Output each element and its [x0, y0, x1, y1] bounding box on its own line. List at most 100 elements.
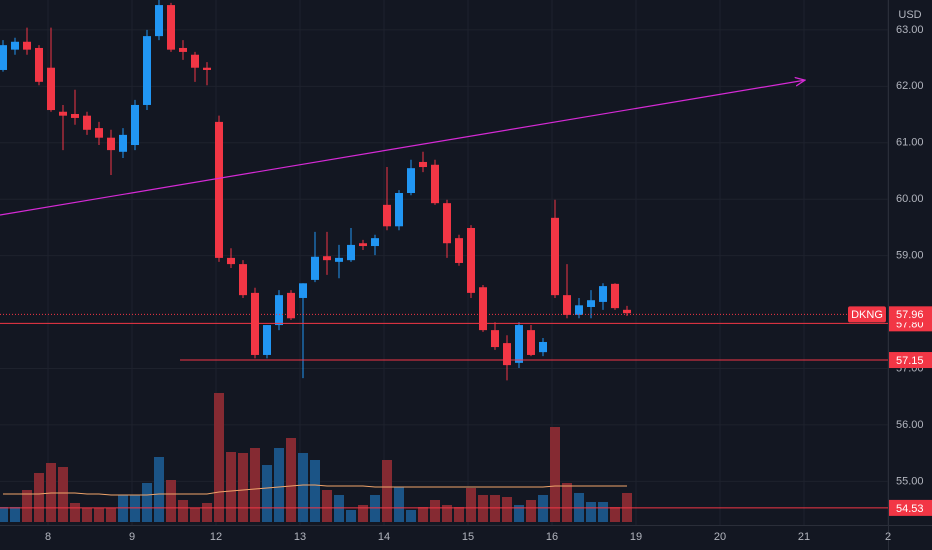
volume-bar — [22, 490, 32, 522]
candle-body — [11, 41, 19, 50]
volume-bar — [130, 495, 140, 522]
volume-bar — [586, 502, 596, 522]
x-tick-label: 20 — [714, 531, 726, 543]
candle-body — [131, 104, 139, 146]
price-label: 54.53 — [896, 503, 924, 515]
candle-body — [167, 5, 175, 50]
y-tick-label: 63.00 — [896, 24, 924, 36]
volume-pane — [0, 393, 632, 522]
candle-body — [371, 238, 379, 247]
candle-body — [323, 256, 331, 261]
volume-bar — [394, 487, 404, 522]
volume-bar — [190, 508, 200, 522]
volume-bar — [550, 427, 560, 522]
volume-ma-line — [3, 484, 627, 496]
price-label-bg — [889, 499, 932, 516]
candle-body — [539, 341, 547, 353]
candle-body — [599, 286, 607, 302]
candle-body — [623, 309, 631, 314]
candle-body — [395, 192, 403, 227]
volume-bar — [0, 507, 8, 522]
candle-body — [587, 300, 595, 307]
volume-bar — [274, 448, 284, 522]
volume-bar — [142, 483, 152, 522]
volume-bar — [598, 502, 608, 522]
x-tick-label: 21 — [798, 531, 810, 543]
candle-body — [347, 244, 355, 261]
y-tick-label: 61.00 — [896, 137, 924, 149]
candle-body — [419, 161, 427, 168]
volume-bar — [106, 508, 116, 522]
volume-bar — [382, 460, 392, 522]
volume-bar — [370, 495, 380, 522]
x-tick-label: 12 — [210, 531, 222, 543]
volume-bar — [514, 505, 524, 522]
candle-body — [191, 54, 199, 68]
volume-bar — [118, 495, 128, 522]
volume-bar — [82, 508, 92, 522]
candle-body — [263, 325, 271, 355]
candle-body — [611, 283, 619, 309]
x-tick-label: 15 — [462, 531, 474, 543]
volume-bar — [70, 503, 80, 522]
candle-body — [59, 111, 67, 116]
x-tick-label: 13 — [294, 531, 306, 543]
volume-bar — [346, 510, 356, 522]
axes: 63.0062.0061.0060.0059.0057.0056.0055.00… — [45, 24, 932, 543]
candle-body — [71, 113, 79, 118]
symbol-badge-bg — [848, 306, 886, 323]
candle-body — [503, 343, 511, 366]
volume-bar — [490, 495, 500, 522]
volume-bar — [202, 503, 212, 522]
x-tick-label: 9 — [129, 531, 135, 543]
volume-bar — [430, 500, 440, 522]
candle-body — [215, 121, 223, 258]
volume-bar — [406, 510, 416, 522]
x-tick-label: 19 — [630, 531, 642, 543]
y-tick-label: 56.00 — [896, 419, 924, 431]
x-tick-label: 2 — [885, 531, 891, 543]
candle-body — [563, 295, 571, 315]
candle-body — [455, 238, 463, 263]
candle-body — [527, 330, 535, 355]
price-label: 57.15 — [896, 355, 924, 367]
candle-body — [299, 283, 307, 298]
volume-bar — [154, 457, 164, 522]
candle-body — [575, 305, 583, 315]
volume-bar — [226, 452, 236, 522]
candle-body — [83, 115, 91, 130]
x-tick-label: 8 — [45, 531, 51, 543]
candle-body — [179, 47, 187, 52]
y-tick-label: 62.00 — [896, 80, 924, 92]
candle-body — [143, 36, 151, 105]
candle-body — [155, 5, 163, 37]
volume-bar — [502, 497, 512, 522]
candle-body — [227, 257, 235, 265]
currency: USD — [898, 9, 921, 21]
volume-bar — [10, 507, 20, 522]
candle-body — [515, 325, 523, 363]
volume-bar — [34, 473, 44, 522]
volume-bar — [238, 453, 248, 522]
candle-body — [479, 287, 487, 331]
candle-body — [359, 243, 367, 247]
volume-bar — [466, 488, 476, 522]
last-price-label: 57.96 — [896, 309, 924, 321]
volume-bar — [358, 505, 368, 522]
x-tick-label: 16 — [546, 531, 558, 543]
volume-bar — [334, 495, 344, 522]
candle-body — [239, 264, 247, 296]
volume-bar — [298, 453, 308, 522]
price-label-bg — [889, 352, 932, 369]
volume-bar — [58, 467, 68, 522]
candle-body — [335, 257, 343, 262]
candle-body — [275, 295, 283, 326]
trend-line — [0, 80, 805, 216]
candle-body — [407, 168, 415, 193]
volume-bar — [310, 460, 320, 522]
candle-body — [287, 292, 295, 319]
candle-body — [383, 204, 391, 227]
candle-body — [47, 67, 55, 111]
y-tick-label: 59.00 — [896, 250, 924, 262]
x-tick-label: 14 — [378, 531, 390, 543]
